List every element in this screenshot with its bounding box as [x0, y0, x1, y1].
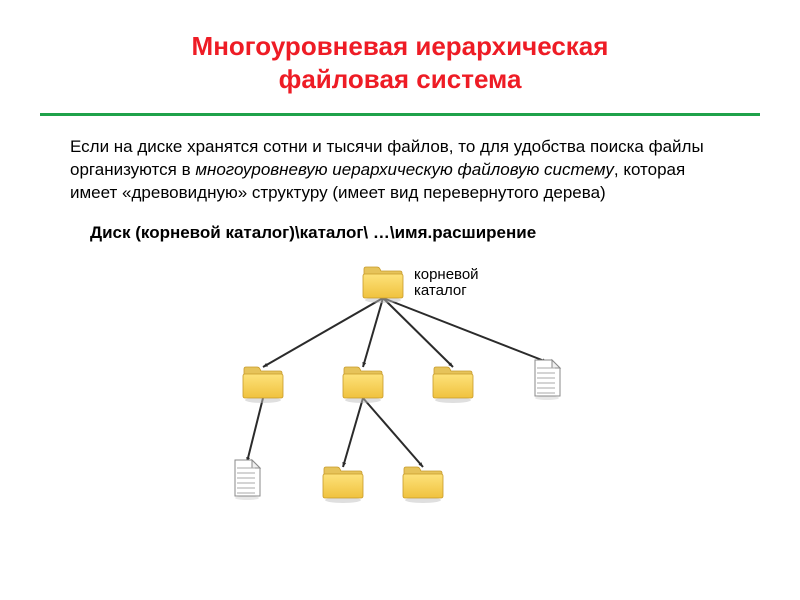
root-label-line1: корневой: [414, 266, 479, 283]
file-icon: [530, 358, 564, 400]
page-title: Многоуровневая иерархическая файловая си…: [0, 0, 800, 105]
folder-icon: [430, 363, 476, 403]
file-icon: [230, 458, 264, 500]
description-paragraph: Если на диске хранятся сотни и тысячи фа…: [0, 116, 800, 205]
folder-icon: [360, 263, 406, 303]
tree-edge: [343, 398, 363, 467]
folder-icon: [400, 463, 446, 503]
tree-edge: [363, 398, 423, 467]
folder-icon: [340, 363, 386, 403]
tree-edge: [383, 298, 453, 367]
root-folder-label: корневой каталог: [414, 267, 479, 300]
filesystem-tree-diagram: корневой каталог: [170, 263, 630, 523]
tree-edge: [383, 298, 547, 362]
title-line1: Многоуровневая иерархическая: [192, 31, 609, 61]
root-label-line2: каталог: [414, 282, 467, 299]
title-line2: файловая система: [279, 64, 522, 94]
tree-edge: [247, 398, 263, 462]
paragraph-em: многоуровневую иерархическую файловую си…: [195, 160, 614, 179]
path-pattern: Диск (корневой каталог)\каталог\ …\имя.р…: [0, 205, 800, 243]
folder-icon: [320, 463, 366, 503]
folder-icon: [240, 363, 286, 403]
